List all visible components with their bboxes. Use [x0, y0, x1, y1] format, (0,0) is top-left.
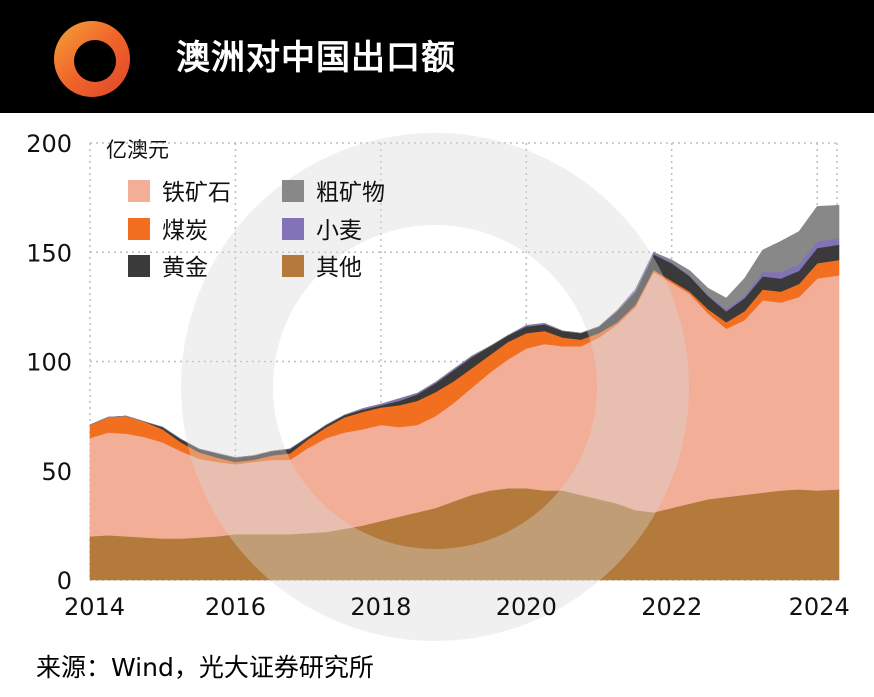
x-tick-label: 2022 — [641, 593, 702, 621]
legend-label: 其他 — [316, 255, 362, 281]
x-tick-label: 2018 — [350, 593, 411, 621]
unit-label: 亿澳元 — [106, 138, 169, 162]
legend-label: 小麦 — [316, 218, 362, 244]
legend-item: 铁矿石 — [128, 180, 231, 206]
legend-swatch — [128, 255, 150, 277]
legend-label: 煤炭 — [162, 218, 208, 244]
y-tick-label: 200 — [26, 130, 72, 158]
legend-swatch — [128, 218, 150, 240]
legend-label: 黄金 — [162, 255, 208, 281]
legend-item: 小麦 — [282, 218, 362, 244]
ring-logo-icon — [54, 21, 130, 97]
y-tick-label: 150 — [26, 239, 72, 267]
legend-swatch — [282, 180, 304, 202]
legend-item: 煤炭 — [128, 218, 208, 244]
header-bar: 澳洲对中国出口额 — [0, 0, 874, 113]
x-tick-label: 2014 — [64, 593, 125, 621]
legend-swatch — [128, 180, 150, 202]
area-series — [89, 204, 840, 581]
legend-item: 其他 — [282, 255, 362, 281]
y-tick-label: 0 — [57, 567, 72, 595]
legend-swatch — [282, 255, 304, 277]
legend-item: 黄金 — [128, 255, 208, 281]
x-tick-label: 2016 — [205, 593, 266, 621]
source-note: 来源：Wind，光大证券研究所 — [36, 653, 374, 682]
legend-item: 粗矿物 — [282, 180, 385, 206]
x-tick-label: 2024 — [789, 593, 850, 621]
axis-labels: 0 50 100 150 200 亿澳元 2014 2016 2018 2020 2022 2024 — [26, 130, 850, 621]
y-tick-label: 100 — [26, 349, 72, 377]
legend-swatch — [282, 218, 304, 240]
legend-label: 粗矿物 — [316, 180, 385, 206]
page-title: 澳洲对中国出口额 — [176, 38, 456, 78]
area-series-5 — [89, 204, 840, 458]
legend-label: 铁矿石 — [162, 180, 231, 206]
y-tick-label: 50 — [41, 458, 72, 486]
x-tick-label: 2020 — [496, 593, 557, 621]
watermark-ring — [181, 133, 689, 641]
